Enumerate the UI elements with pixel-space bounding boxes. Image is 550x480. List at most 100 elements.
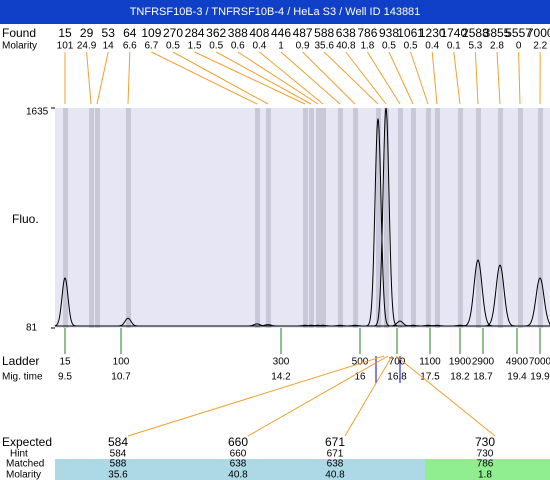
peak-connector bbox=[518, 51, 521, 105]
expected-connector bbox=[395, 355, 496, 437]
ladder-time: 16 bbox=[354, 372, 366, 383]
peak-band bbox=[303, 108, 308, 328]
ladder-size: 500 bbox=[352, 357, 369, 368]
found-size: 938 bbox=[379, 26, 399, 40]
ladder-size: 4900 bbox=[506, 357, 529, 368]
found-molarity: 1 bbox=[278, 41, 284, 52]
expected-size: 584 bbox=[108, 435, 128, 449]
found-size: 1061 bbox=[397, 26, 424, 40]
peak-connector bbox=[86, 51, 92, 105]
peak-connector bbox=[172, 51, 269, 105]
expected-label: Expected bbox=[2, 435, 52, 449]
found-size: 362 bbox=[206, 26, 226, 40]
found-size: 408 bbox=[249, 26, 269, 40]
peak-connector bbox=[388, 51, 414, 105]
peak-connector bbox=[127, 51, 131, 105]
matched-bg bbox=[55, 459, 425, 480]
ladder-size: 2900 bbox=[472, 357, 495, 368]
peak-band bbox=[316, 108, 321, 328]
trace-peak bbox=[462, 259, 494, 327]
peak-connector bbox=[453, 51, 461, 105]
ladder-size: 700 bbox=[389, 357, 406, 368]
found-size: 15 bbox=[58, 26, 72, 40]
found-size: 29 bbox=[80, 26, 94, 40]
found-size: 7000 bbox=[527, 26, 550, 40]
found-size: 1740 bbox=[440, 26, 467, 40]
peak-band bbox=[376, 108, 381, 328]
hint-label: Hint bbox=[10, 449, 28, 460]
found-molarity: 1.8 bbox=[360, 41, 374, 52]
matched-molarity: 1.8 bbox=[478, 470, 492, 480]
y-tick-label: 1635 bbox=[26, 107, 49, 118]
expected-connector bbox=[247, 355, 389, 437]
mig-time-label: Mig. time bbox=[2, 372, 43, 383]
peak-band bbox=[426, 108, 431, 328]
matched-size: 638 bbox=[230, 459, 247, 470]
peak-band bbox=[398, 108, 403, 328]
found-size: 1230 bbox=[419, 26, 446, 40]
found-size: 64 bbox=[123, 26, 137, 40]
peak-connector bbox=[323, 51, 379, 105]
ladder-time: 18.2 bbox=[450, 372, 470, 383]
matched-size: 786 bbox=[477, 459, 494, 470]
found-size: 109 bbox=[141, 26, 161, 40]
found-molarity: 24.9 bbox=[77, 41, 97, 52]
peak-band bbox=[411, 108, 416, 328]
peak-connector bbox=[215, 51, 312, 105]
y-tick-label: 81 bbox=[26, 323, 38, 334]
plot-area bbox=[55, 108, 550, 328]
found-molarity: 40.8 bbox=[336, 41, 356, 52]
expected-size: 671 bbox=[325, 435, 345, 449]
peak-band bbox=[435, 108, 440, 328]
peak-connector bbox=[410, 51, 429, 105]
found-molarity: 6.6 bbox=[123, 41, 137, 52]
ladder-time: 10.7 bbox=[111, 372, 131, 383]
ladder-size: 100 bbox=[113, 357, 130, 368]
found-size: 638 bbox=[336, 26, 356, 40]
title: TNFRSF10B-3 / TNFRSF10B-4 / HeLa S3 / We… bbox=[130, 6, 421, 18]
ladder-time: 19.9 bbox=[530, 372, 550, 383]
found-molarity: 0.1 bbox=[447, 41, 461, 52]
peak-band bbox=[476, 108, 481, 328]
peak-connector bbox=[496, 51, 501, 105]
found-molarity: 0.5 bbox=[209, 41, 223, 52]
found-molarity: 2.8 bbox=[490, 41, 504, 52]
expected-connector bbox=[344, 355, 393, 437]
found-size: 2588 bbox=[462, 26, 489, 40]
trace-peak bbox=[116, 317, 140, 327]
found-molarity: 0.5 bbox=[382, 41, 396, 52]
found-size: 446 bbox=[271, 26, 291, 40]
ladder-time: 14.2 bbox=[271, 372, 291, 383]
peak-band bbox=[353, 108, 358, 328]
trace-peak bbox=[54, 277, 77, 327]
expected-size: 660 bbox=[228, 435, 248, 449]
peak-connector bbox=[237, 51, 319, 105]
peak-connector bbox=[96, 51, 109, 105]
matched-molarity: 40.8 bbox=[228, 470, 248, 480]
matched-molarity: 40.8 bbox=[325, 470, 345, 480]
found-size: 270 bbox=[163, 26, 183, 40]
found-size: 5557 bbox=[505, 26, 532, 40]
peak-band bbox=[63, 108, 68, 328]
trace-peak bbox=[425, 324, 449, 327]
found-molarity: 0.4 bbox=[252, 41, 266, 52]
found-molarity: 0 bbox=[516, 41, 522, 52]
peak-band bbox=[255, 108, 260, 328]
found-molarity: 35.6 bbox=[314, 41, 334, 52]
found-molarity: 0.9 bbox=[296, 41, 310, 52]
trace-peak bbox=[484, 264, 516, 327]
ladder-time: 16.8 bbox=[387, 372, 407, 383]
found-molarity: 2.2 bbox=[533, 41, 547, 52]
ladder-size: 7000 bbox=[529, 357, 550, 368]
matched-size: 638 bbox=[327, 459, 344, 470]
peak-band bbox=[321, 108, 326, 328]
ladder-label: Ladder bbox=[2, 354, 39, 368]
found-size: 786 bbox=[357, 26, 377, 40]
peak-connector bbox=[280, 51, 341, 105]
hint-size: 730 bbox=[477, 449, 494, 460]
peak-band bbox=[95, 108, 100, 328]
ladder-time: 17.5 bbox=[420, 372, 440, 383]
found-label: Found bbox=[2, 26, 36, 40]
hint-size: 660 bbox=[230, 449, 247, 460]
